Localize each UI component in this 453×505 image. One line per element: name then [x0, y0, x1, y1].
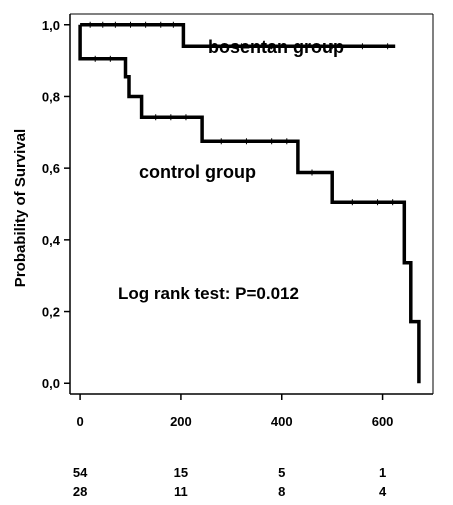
y-axis-label: Probability of Survival	[12, 129, 29, 287]
at-risk-count: 5	[278, 465, 285, 480]
y-tick-label: 0,6	[42, 161, 60, 176]
log-rank-annotation: Log rank test: P=0.012	[118, 284, 299, 303]
at-risk-count: 4	[379, 484, 387, 499]
x-tick-label: 600	[372, 414, 394, 429]
at-risk-count: 11	[174, 484, 188, 499]
bosentan-curve	[80, 23, 396, 49]
at-risk-count: 1	[379, 465, 386, 480]
at-risk-count: 54	[73, 465, 88, 480]
control-curve	[78, 24, 421, 384]
y-tick-label: 0,4	[42, 233, 61, 248]
x-tick-label: 0	[76, 414, 83, 429]
axes	[69, 13, 434, 395]
series-label-bosentan: bosentan group	[208, 37, 344, 57]
x-ticks: 0 200 400 600	[76, 394, 393, 429]
at-risk-table: 54 15 5 1 28 11 8 4	[73, 465, 387, 499]
at-risk-count: 28	[73, 484, 87, 499]
survival-curves	[78, 21, 421, 384]
y-tick-label: 0,0	[42, 376, 60, 391]
y-tick-label: 0,8	[42, 89, 60, 104]
at-risk-count: 8	[278, 484, 285, 499]
y-tick-label: 0,2	[42, 305, 60, 320]
x-tick-label: 200	[170, 414, 192, 429]
y-ticks: 0,0 0,2 0,4 0,6 0,8 1,0	[42, 18, 70, 391]
at-risk-count: 15	[174, 465, 188, 480]
x-tick-label: 400	[271, 414, 293, 429]
series-label-control: control group	[139, 162, 256, 182]
y-tick-label: 1,0	[42, 18, 60, 33]
